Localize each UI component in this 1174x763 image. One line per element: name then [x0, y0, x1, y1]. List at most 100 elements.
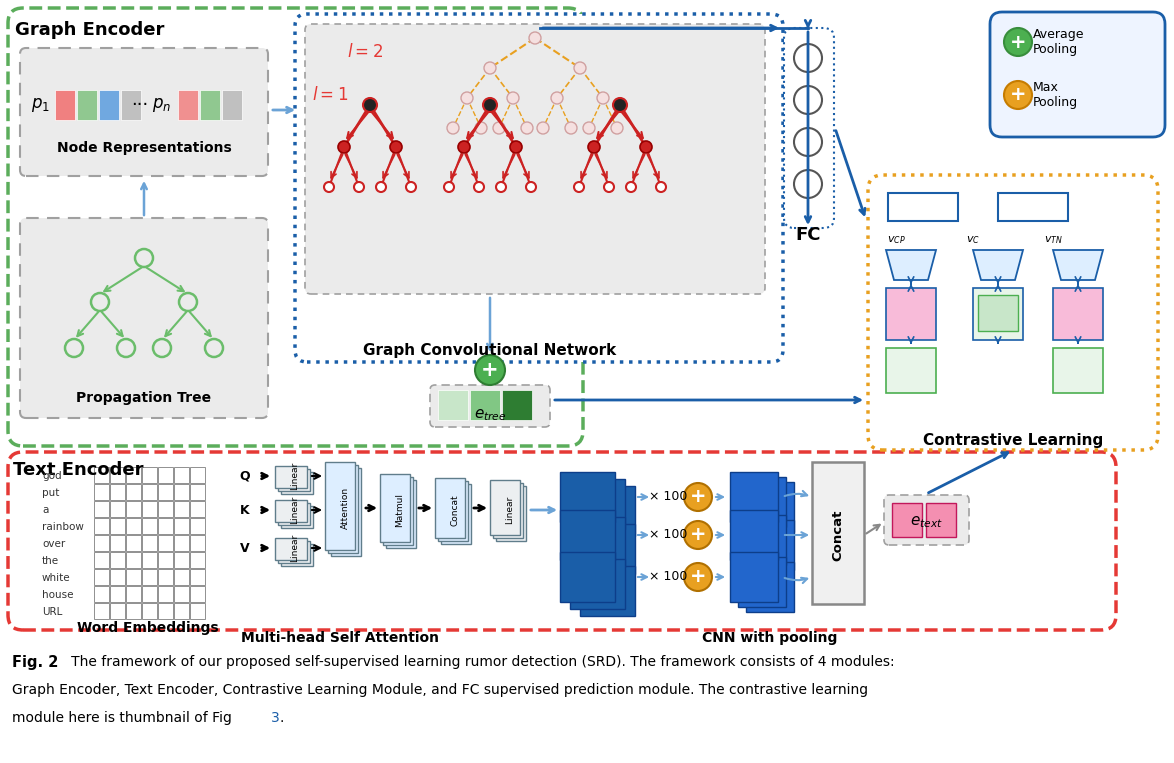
Bar — [892, 503, 922, 537]
Bar — [190, 535, 205, 551]
Bar — [571, 479, 625, 529]
Circle shape — [794, 170, 822, 198]
Bar — [126, 501, 141, 517]
Bar — [158, 535, 173, 551]
Circle shape — [510, 141, 522, 153]
Circle shape — [461, 92, 473, 104]
FancyBboxPatch shape — [990, 12, 1165, 137]
Bar — [99, 90, 119, 120]
Bar — [580, 486, 635, 536]
Circle shape — [458, 141, 470, 153]
Circle shape — [447, 122, 459, 134]
Bar — [745, 562, 794, 612]
Bar — [110, 535, 124, 551]
Text: Graph Encoder, Text Encoder, Contrastive Learning Module, and FC supervised pred: Graph Encoder, Text Encoder, Contrastive… — [12, 683, 868, 697]
Bar — [278, 469, 310, 491]
Bar — [580, 524, 635, 574]
Text: V: V — [241, 542, 250, 555]
Bar — [142, 518, 157, 534]
Text: × 100: × 100 — [649, 529, 687, 542]
Bar — [325, 462, 355, 550]
Text: over: over — [42, 539, 66, 549]
FancyBboxPatch shape — [20, 218, 268, 418]
Bar — [142, 586, 157, 602]
Bar — [126, 467, 141, 483]
Bar — [94, 518, 109, 534]
Text: put: put — [42, 488, 60, 498]
Bar — [174, 518, 189, 534]
Circle shape — [684, 483, 711, 511]
Bar — [94, 501, 109, 517]
Circle shape — [390, 141, 402, 153]
Bar — [278, 541, 310, 563]
Bar — [331, 468, 360, 556]
Circle shape — [598, 92, 609, 104]
Text: Max
Pooling: Max Pooling — [1033, 81, 1078, 109]
Circle shape — [493, 122, 505, 134]
Bar — [281, 472, 313, 494]
Bar — [281, 506, 313, 528]
Bar — [998, 193, 1068, 221]
Bar — [142, 603, 157, 619]
Bar — [493, 483, 522, 538]
Bar — [55, 90, 75, 120]
Text: Concat: Concat — [831, 510, 844, 561]
Bar — [190, 552, 205, 568]
Circle shape — [583, 122, 595, 134]
Circle shape — [565, 122, 576, 134]
Circle shape — [526, 182, 537, 192]
Bar — [126, 603, 141, 619]
FancyBboxPatch shape — [884, 495, 969, 545]
Bar — [77, 90, 97, 120]
Bar — [158, 569, 173, 585]
Bar — [1053, 288, 1104, 340]
Text: K: K — [241, 504, 250, 517]
Text: +: + — [690, 568, 707, 587]
Text: Q: Q — [239, 469, 250, 482]
Bar — [888, 193, 958, 221]
Circle shape — [529, 32, 541, 44]
Bar — [438, 390, 468, 420]
Text: Fig. 2: Fig. 2 — [12, 655, 59, 669]
Text: × 100: × 100 — [649, 571, 687, 584]
Bar — [158, 586, 173, 602]
Bar — [174, 552, 189, 568]
Bar — [94, 535, 109, 551]
Bar — [812, 462, 864, 604]
Bar — [571, 517, 625, 567]
Bar — [926, 503, 956, 537]
Text: URL: URL — [42, 607, 62, 617]
Bar — [110, 569, 124, 585]
Bar — [571, 559, 625, 609]
Bar — [110, 586, 124, 602]
Bar — [580, 566, 635, 616]
Bar — [978, 295, 1018, 331]
Bar — [380, 474, 410, 542]
Bar — [730, 472, 778, 522]
Circle shape — [92, 293, 109, 311]
FancyBboxPatch shape — [8, 452, 1116, 630]
Circle shape — [521, 122, 533, 134]
Text: white: white — [42, 573, 70, 583]
Bar — [738, 515, 787, 565]
Bar — [1053, 348, 1104, 393]
Text: +: + — [1010, 33, 1026, 51]
Text: $e_{text}$: $e_{text}$ — [910, 514, 943, 530]
Bar — [94, 552, 109, 568]
Circle shape — [794, 128, 822, 156]
Bar — [110, 603, 124, 619]
Text: Linear: Linear — [290, 462, 299, 490]
FancyBboxPatch shape — [784, 28, 834, 228]
Circle shape — [135, 249, 153, 267]
Bar — [745, 520, 794, 570]
Circle shape — [117, 339, 135, 357]
Circle shape — [65, 339, 83, 357]
Circle shape — [507, 92, 519, 104]
Text: +: + — [690, 488, 707, 507]
Text: $p_1$: $p_1$ — [31, 96, 49, 114]
Bar — [436, 478, 465, 538]
Bar — [110, 484, 124, 500]
Bar — [126, 586, 141, 602]
Text: the: the — [42, 556, 59, 566]
Bar — [174, 535, 189, 551]
